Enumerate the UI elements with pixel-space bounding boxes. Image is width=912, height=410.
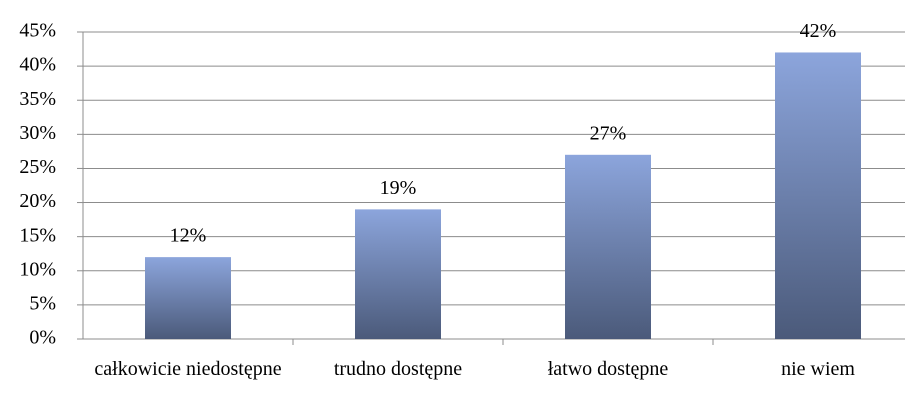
data-label: 42% bbox=[800, 20, 837, 42]
data-label: 19% bbox=[380, 177, 417, 199]
y-tick-label: 45% bbox=[19, 20, 56, 42]
y-tick-label: 0% bbox=[29, 327, 56, 349]
x-tick-label: trudno dostępne bbox=[333, 358, 463, 380]
bar bbox=[355, 209, 441, 339]
y-tick-label: 25% bbox=[19, 156, 56, 178]
y-tick-label: 40% bbox=[19, 54, 56, 76]
x-tick-label: całkowicie niedostępne bbox=[94, 358, 282, 380]
y-tick-label: 15% bbox=[19, 224, 56, 246]
y-tick-label: 5% bbox=[29, 292, 56, 314]
y-tick-label: 20% bbox=[19, 190, 56, 212]
y-tick-label: 30% bbox=[19, 122, 56, 144]
x-tick-label: nie wiem bbox=[781, 358, 855, 380]
data-label: 27% bbox=[590, 122, 627, 144]
x-tick-label: łatwo dostępne bbox=[547, 358, 669, 380]
data-label: 12% bbox=[170, 225, 207, 247]
y-tick-label: 35% bbox=[19, 88, 56, 110]
bar bbox=[775, 52, 861, 339]
y-tick-label: 10% bbox=[19, 258, 56, 280]
bar bbox=[565, 154, 651, 339]
bar bbox=[145, 257, 231, 339]
